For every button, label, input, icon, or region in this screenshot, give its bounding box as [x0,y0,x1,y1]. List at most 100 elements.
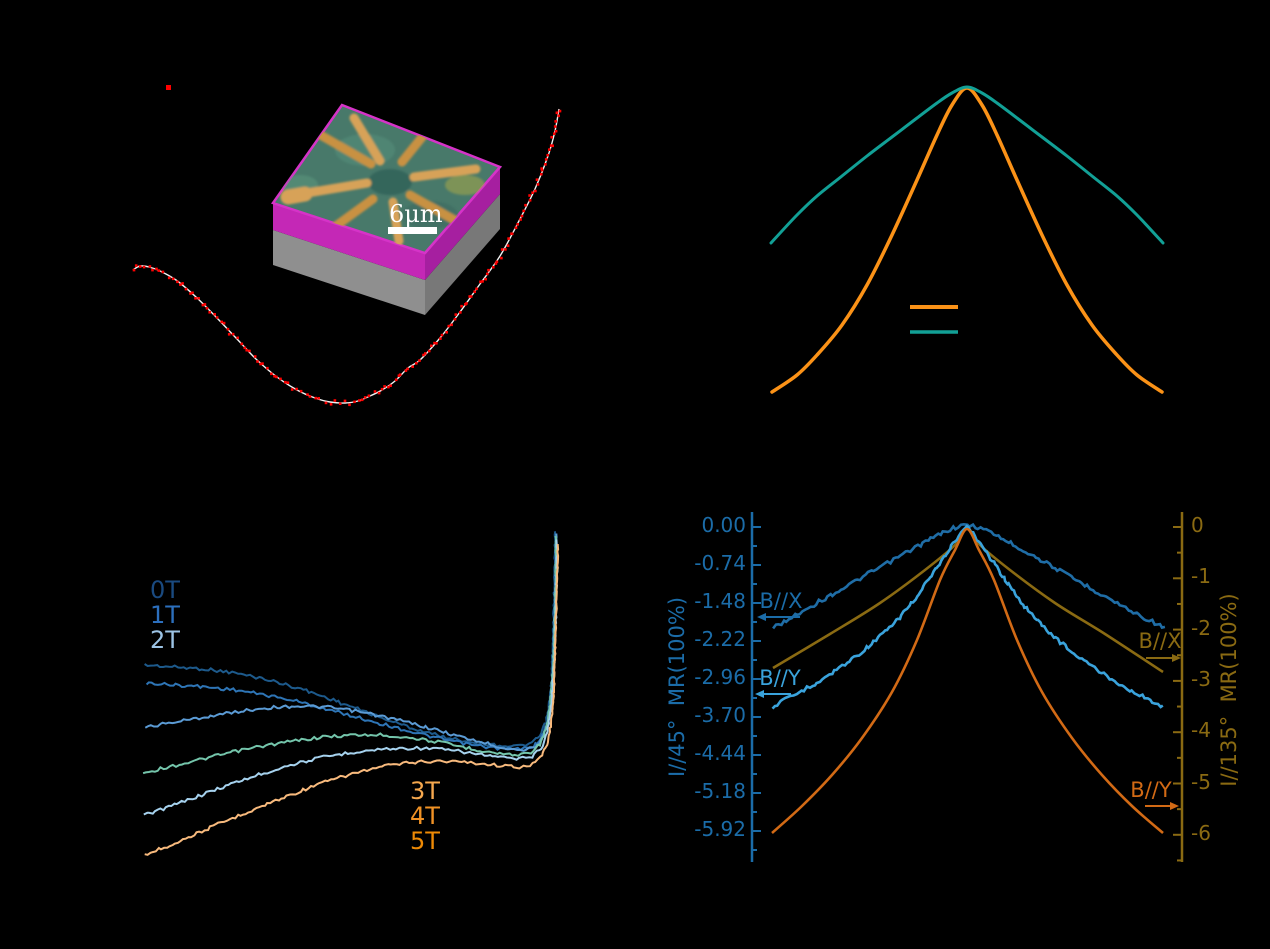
data-point [261,362,264,365]
data-point [544,163,547,166]
data-point [317,397,320,400]
data-point [343,399,347,403]
left-tick-label-5: -3.70 [694,703,746,727]
data-point [203,303,207,306]
data-point [226,327,230,331]
curve-narrow-peak [770,86,1164,394]
data-point [516,223,519,226]
data-point [176,280,179,284]
data-point [418,359,421,362]
data-point [557,114,560,118]
annotation-arrow-3 [1145,802,1179,810]
data-point [540,168,544,172]
texture-patch [402,201,458,229]
data-point [240,342,244,346]
data-point [138,265,142,268]
data-point [510,232,514,236]
data-point [259,362,262,366]
data-point [151,268,154,272]
data-point [245,348,248,352]
data-point [524,203,527,207]
data-point [445,331,448,334]
data-point [377,391,381,395]
data-point [427,349,431,353]
data-point [373,390,377,393]
curve-5T [144,544,560,856]
data-point [447,324,451,328]
data-point [435,342,438,345]
data-point [404,369,408,372]
annotation-arrow-1 [755,690,791,698]
electrode [409,164,481,182]
data-point [329,403,333,406]
data-point [481,280,484,283]
data-point [550,135,553,139]
data-point [299,389,303,393]
data-point [551,144,554,148]
data-point [528,194,531,197]
electrode-pad [280,186,313,205]
data-point [179,283,182,286]
right-tick-label-5: -5 [1191,769,1211,794]
data-point [363,396,367,399]
data-point [506,244,510,247]
data-point [306,393,309,396]
data-point [201,303,205,307]
right-axis-title: I//135° MR(100%) [1216,593,1241,787]
data-point [367,394,371,398]
left-tick-label-4: -2.96 [694,665,746,689]
electrode [312,128,376,169]
data-point [155,267,158,271]
data-point [142,265,146,269]
data-point [500,256,503,260]
data-point [273,374,276,378]
data-point [536,183,540,186]
data-point [540,172,543,176]
scale-bar [388,227,437,234]
data-point [486,272,489,276]
right-tick-label-2: -2 [1191,615,1211,640]
data-point [487,268,490,272]
data-point [181,282,184,285]
left-tick-label-7: -5.18 [694,779,746,803]
data-point [308,395,312,398]
curve-broad-peak [769,85,1165,245]
data-point [222,321,226,325]
data-point [227,333,231,336]
data-point [514,226,518,229]
left-tick-label-1: -0.74 [694,551,746,575]
data-point [520,214,524,218]
data-point [433,341,436,345]
data-point [465,302,468,305]
data-point [338,402,342,405]
data-point [504,248,507,251]
left-tick-label-2: -1.48 [694,589,746,613]
right-tick-label-0: 0 [1191,513,1204,537]
data-point [454,313,458,316]
data-point [398,373,402,376]
curve-annotation-3: B//Y [1130,777,1172,802]
data-point [492,265,495,269]
data-point [236,336,239,340]
data-point [134,264,138,267]
scale-bar-label: 6μm [389,200,443,228]
data-point [270,372,273,376]
data-point [546,153,549,157]
data-point [544,158,548,161]
inset-substrate-right-face [425,194,500,315]
data-point [171,277,175,281]
fit-line [132,108,560,404]
data-point [333,399,337,402]
device-center-hub [368,169,412,195]
curve-annotation-2: B//X [1138,628,1182,653]
data-point [553,125,557,128]
data-point [528,199,532,202]
data-point [473,290,476,293]
right-tick-label-4: -4 [1191,718,1211,743]
left-tick-label-6: -4.44 [694,741,746,765]
data-point [519,218,522,221]
data-point [256,360,259,363]
data-point [191,291,194,295]
data-point [389,384,392,387]
data-point [286,381,290,384]
